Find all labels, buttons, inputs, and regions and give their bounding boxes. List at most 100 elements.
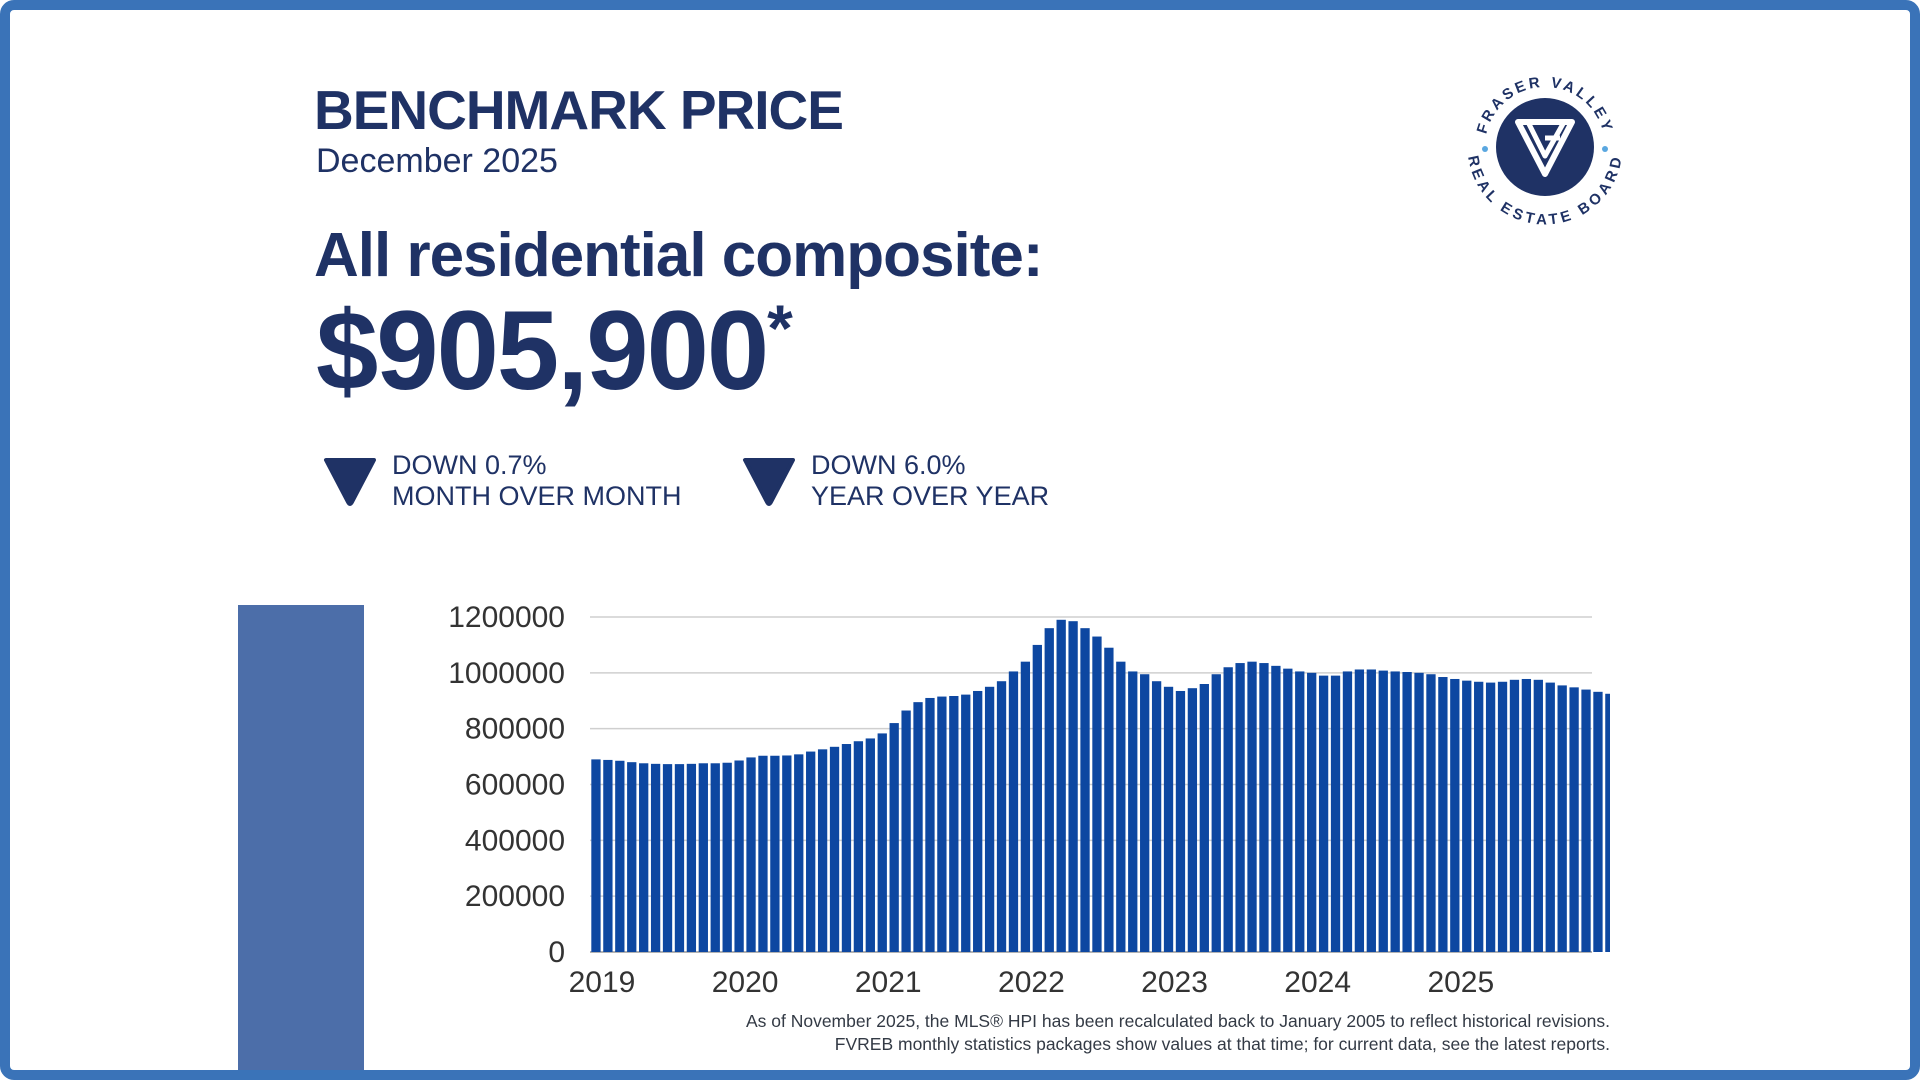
bar [913, 702, 923, 952]
chart-bars [591, 619, 1610, 953]
bar [1020, 661, 1031, 952]
bar [877, 733, 887, 952]
yoy-change: DOWN 6.0% [811, 450, 966, 480]
chart-grid [590, 616, 1592, 953]
bar [722, 762, 732, 952]
bar [1259, 663, 1269, 952]
bar [1068, 621, 1078, 952]
bar [949, 696, 959, 952]
bar [1116, 661, 1126, 952]
bar [603, 759, 613, 952]
bar [841, 744, 852, 952]
bar [1080, 628, 1090, 952]
bar [1474, 681, 1484, 952]
down-triangle-icon [743, 458, 795, 506]
bar [1092, 636, 1102, 952]
bar [1354, 669, 1365, 952]
x-tick-label: 2023 [1141, 966, 1208, 999]
bar [1283, 668, 1293, 952]
bar [650, 763, 661, 952]
bar [1569, 687, 1579, 952]
bar [1199, 684, 1209, 952]
bar [1509, 679, 1520, 952]
bar [1247, 661, 1257, 952]
x-tick-label: 2021 [855, 966, 922, 999]
bar [889, 723, 899, 952]
bar [1295, 671, 1305, 952]
y-tick-label: 400000 [465, 824, 565, 857]
bar [1521, 678, 1532, 952]
logo-dot-left [1482, 146, 1488, 152]
x-tick-label: 2020 [712, 966, 779, 999]
bar [782, 755, 792, 952]
bar [961, 694, 971, 952]
bar [746, 757, 756, 952]
bar [1342, 671, 1353, 952]
mom-label: MONTH OVER MONTH [392, 481, 682, 511]
bar [1390, 671, 1400, 952]
logo-circle [1496, 98, 1594, 196]
bar [1318, 675, 1329, 953]
bar [865, 738, 875, 952]
bar [1175, 690, 1186, 952]
logo-dot-right [1602, 146, 1608, 152]
bar [1593, 691, 1603, 952]
composite-label: All residential composite: [314, 221, 1044, 290]
fvreb-logo: FRASER VALLEY REAL ESTATE BOARD [1464, 74, 1624, 229]
bar [1462, 680, 1472, 952]
bar [1378, 670, 1388, 952]
bar [710, 763, 720, 952]
bar [1330, 675, 1341, 953]
legend-swatch-bar [238, 605, 364, 1070]
y-tick-label: 800000 [465, 713, 565, 746]
bar [901, 710, 911, 952]
bar [1605, 693, 1610, 952]
y-tick-label: 1200000 [448, 601, 565, 634]
bar [984, 686, 995, 952]
bar [1032, 644, 1042, 952]
bar [758, 755, 768, 952]
bar [686, 763, 697, 952]
price-footnote-mark: * [767, 291, 793, 365]
bar [1414, 672, 1424, 952]
y-tick-label: 0 [548, 936, 565, 969]
bar [1307, 672, 1317, 952]
bar [674, 764, 685, 952]
y-tick-label: 200000 [465, 880, 565, 913]
bar [1104, 647, 1114, 952]
bar [698, 763, 708, 952]
bar [1151, 681, 1162, 952]
period-label: December 2025 [316, 142, 558, 180]
x-tick-label: 2025 [1427, 966, 1494, 999]
bar [1187, 688, 1198, 952]
benchmark-price: $905,900* [316, 286, 793, 415]
bar [1497, 681, 1508, 952]
bar [1056, 619, 1066, 952]
down-triangle-icon [324, 458, 376, 506]
footnote-line-1: As of November 2025, the MLS® HPI has be… [745, 1011, 1610, 1031]
bar [1211, 674, 1221, 952]
bar [996, 681, 1007, 952]
x-tick-label: 2024 [1284, 966, 1351, 999]
bar [937, 696, 947, 952]
y-tick-label: 1000000 [448, 657, 565, 690]
bar [806, 751, 816, 952]
price-value: $905,900 [316, 288, 769, 413]
bar [639, 763, 649, 952]
x-tick-label: 2019 [569, 966, 636, 999]
page-title: BENCHMARK PRICE [314, 79, 844, 141]
bar [734, 760, 744, 952]
bar [1271, 665, 1281, 952]
footnote-line-2: FVREB monthly statistics packages show v… [834, 1034, 1610, 1054]
bar [1235, 663, 1245, 952]
bar [662, 764, 673, 952]
bar [591, 759, 601, 952]
bar [1545, 682, 1555, 952]
bar [973, 690, 983, 952]
bar [1128, 671, 1138, 952]
bar [1485, 682, 1496, 952]
bar [1426, 674, 1436, 952]
x-tick-label: 2022 [998, 966, 1065, 999]
x-axis-ticks: 2019 2020 2021 2022 2023 2024 2025 [569, 966, 1495, 999]
